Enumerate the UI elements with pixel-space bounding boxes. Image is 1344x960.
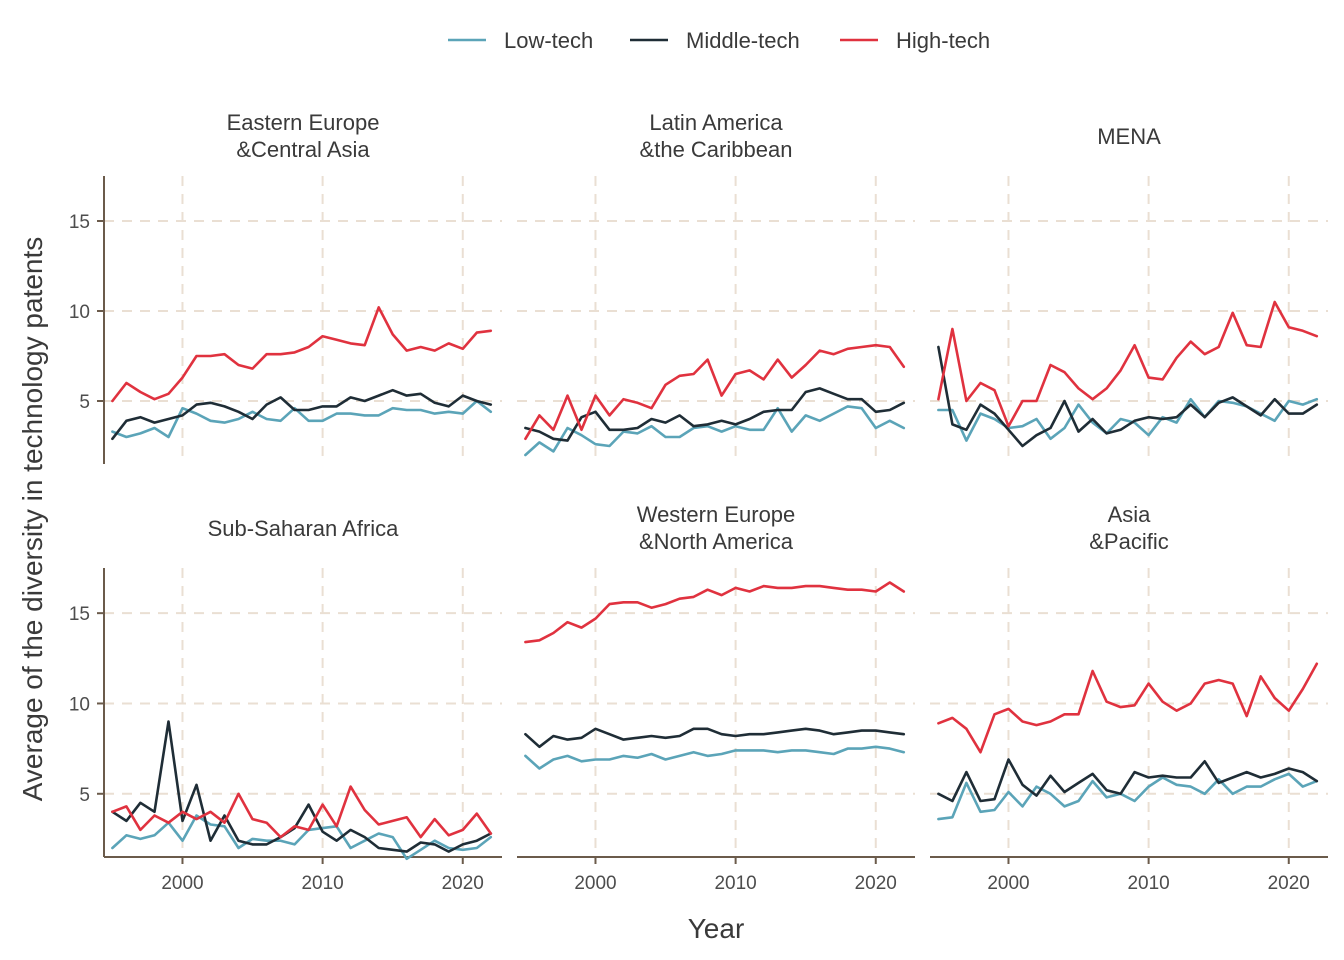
panel-title-line1: Eastern Europe xyxy=(227,110,380,135)
panel-title-line1: Sub-Saharan Africa xyxy=(208,516,400,541)
y-tick-label: 10 xyxy=(69,302,90,323)
x-axis-title: Year xyxy=(688,913,745,944)
series-line-high-tech xyxy=(111,785,493,839)
series-line-middle-tech xyxy=(524,387,906,442)
series-line-middle-tech xyxy=(111,720,493,853)
series-line-high-tech xyxy=(524,343,906,441)
panel-latin-america-the-caribbean: Latin America&the Caribbean xyxy=(517,110,915,464)
y-tick-label: 5 xyxy=(79,392,90,413)
panel-title-line2: &Central Asia xyxy=(236,137,370,162)
series-line-low-tech xyxy=(524,405,906,457)
legend-label-low-tech: Low-tech xyxy=(504,28,593,53)
series-line-low-tech xyxy=(524,745,906,770)
x-tick-label: 2010 xyxy=(1127,873,1169,894)
y-tick-label: 15 xyxy=(69,212,90,233)
series-line-high-tech xyxy=(937,300,1319,428)
series-line-low-tech xyxy=(111,399,493,439)
panel-western-europe-north-america: Western Europe&North America 2000 2010 2020 xyxy=(517,502,915,894)
panel-title-line2: &the Caribbean xyxy=(640,137,793,162)
x-tick-label: 2020 xyxy=(1268,873,1310,894)
x-tick-label: 2020 xyxy=(442,873,484,894)
panel-title-line1: Asia xyxy=(1108,502,1152,527)
panel-title-line1: Latin America xyxy=(649,110,783,135)
y-tick-label: 5 xyxy=(79,785,90,806)
x-tick-label: 2010 xyxy=(714,873,756,894)
panel-title-line2: &Pacific xyxy=(1089,529,1168,554)
x-tick-label: 2000 xyxy=(161,873,203,894)
x-tick-label: 2010 xyxy=(301,873,343,894)
series-line-middle-tech xyxy=(937,758,1319,803)
panel-mena: MENA xyxy=(930,124,1328,464)
series-line-low-tech xyxy=(111,814,493,861)
panel-title-line1: MENA xyxy=(1097,124,1161,149)
panel-title-line2: &North America xyxy=(639,529,794,554)
panel-sub-saharan-africa: Sub-Saharan Africa 5 10 15 2000 2010 2020 xyxy=(69,516,502,894)
series-line-low-tech xyxy=(937,772,1319,821)
series-line-middle-tech xyxy=(937,345,1319,448)
panel-title-line1: Western Europe xyxy=(637,502,796,527)
panel-eastern-europe-central-asia: Eastern Europe&Central Asia 5 10 15 xyxy=(69,110,502,464)
panels: Eastern Europe&Central Asia 5 10 15 Latin Am… xyxy=(69,110,1328,894)
y-tick-label: 10 xyxy=(69,694,90,715)
series-line-high-tech xyxy=(524,581,906,644)
y-axis-title: Average of the diversity in technology p… xyxy=(17,237,48,802)
series-line-high-tech xyxy=(111,306,493,403)
x-tick-label: 2020 xyxy=(855,873,897,894)
x-tick-label: 2000 xyxy=(574,873,616,894)
y-tick-label: 15 xyxy=(69,604,90,625)
legend: Low-tech Middle-tech High-tech xyxy=(448,28,990,53)
panel-asia-pacific: Asia&Pacific 2000 2010 2020 xyxy=(930,502,1328,894)
series-line-middle-tech xyxy=(111,388,493,441)
legend-label-high-tech: High-tech xyxy=(896,28,990,53)
x-tick-label: 2000 xyxy=(987,873,1029,894)
series-line-high-tech xyxy=(937,662,1319,754)
legend-label-middle-tech: Middle-tech xyxy=(686,28,800,53)
series-line-middle-tech xyxy=(524,727,906,749)
series-line-low-tech xyxy=(937,397,1319,442)
